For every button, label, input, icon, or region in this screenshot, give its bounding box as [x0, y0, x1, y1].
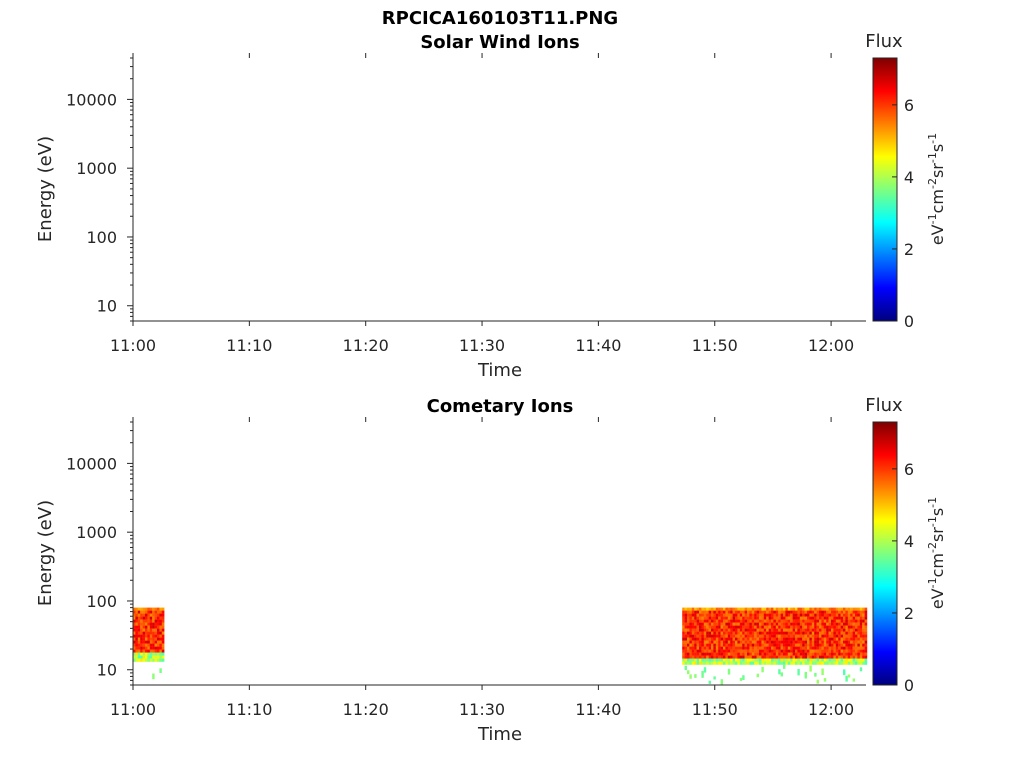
y-axis-ticks: 10 100 1000 10000: [66, 421, 133, 686]
colorbar-tick-label: 6: [904, 96, 914, 115]
colorbar-unit-label: eV-1cm-2sr-1s-1: [926, 497, 947, 609]
x-tick-label: 11:20: [343, 336, 389, 355]
colorbar-title: Flux: [865, 31, 903, 52]
colorbar-tick-label: 4: [904, 168, 914, 187]
colorbar-tick-label: 4: [904, 532, 914, 551]
y-tick-label: 10000: [66, 454, 117, 473]
colorbar-unit-label: eV-1cm-2sr-1s-1: [926, 133, 947, 245]
y-tick-label: 10: [97, 297, 117, 316]
colorbar-tick-label: 2: [904, 240, 914, 259]
y-axis-ticks: 10 100 1000 10000: [66, 57, 133, 322]
x-tick-label: 12:00: [808, 336, 854, 355]
x-tick-label: 11:30: [459, 336, 505, 355]
colorbar-gradient: [872, 421, 898, 686]
x-axis-label: Time: [477, 724, 522, 745]
colorbar-gradient: [872, 57, 898, 322]
x-tick-label: 11:30: [459, 700, 505, 719]
colorbar: Flux 0 2 4 6 eV-1cm-2sr-1s-1: [865, 31, 947, 331]
colorbar-title: Flux: [865, 395, 903, 416]
x-tick-label: 11:40: [575, 700, 621, 719]
x-axis-label: Time: [477, 360, 522, 381]
colorbar: Flux 0 2 4 6 eV-1cm-2sr-1s-1: [865, 395, 947, 695]
colorbar-tick-label: 2: [904, 604, 914, 623]
y-tick-label: 1000: [76, 159, 117, 178]
x-tick-label: 11:10: [226, 336, 272, 355]
x-tick-label: 11:10: [226, 700, 272, 719]
colorbar-ticks: 0 2 4 6: [892, 460, 914, 695]
y-tick-label: 1000: [76, 523, 117, 542]
x-tick-label: 12:00: [808, 700, 854, 719]
x-tick-label: 11:00: [110, 336, 156, 355]
x-tick-label: 11:50: [692, 336, 738, 355]
colorbar-tick-label: 0: [904, 676, 914, 695]
y-tick-label: 10000: [66, 90, 117, 109]
solar-wind-ions-panel: Solar Wind Ions 11:00 11:10 11:20 11:30 11:4…: [35, 31, 947, 381]
y-tick-label: 10: [97, 661, 117, 680]
y-tick-label: 100: [86, 592, 117, 611]
y-tick-label: 100: [86, 228, 117, 247]
x-axis-ticks: 11:00 11:10 11:20 11:30 11:40 11:50 12:00: [110, 417, 854, 719]
x-axis-ticks: 11:00 11:10 11:20 11:30 11:40 11:50 12:00: [110, 53, 854, 355]
x-tick-label: 11:40: [575, 336, 621, 355]
spectrogram-area: [132, 58, 866, 322]
colorbar-ticks: 0 2 4 6: [892, 96, 914, 331]
panel-title: Solar Wind Ions: [420, 32, 579, 53]
x-tick-label: 11:00: [110, 700, 156, 719]
x-tick-label: 11:20: [343, 700, 389, 719]
flux-region: [133, 607, 165, 680]
x-tick-label: 11:50: [692, 700, 738, 719]
colorbar-tick-label: 6: [904, 460, 914, 479]
colorbar-tick-label: 0: [904, 312, 914, 331]
spectrogram-area: [132, 422, 868, 686]
flux-region: [682, 607, 868, 686]
figure-title: RPCICA160103T11.PNG: [382, 8, 618, 29]
cometary-ions-panel: Cometary Ions 11:00 11:10 11:20 11:30 11:40 1…: [35, 395, 947, 745]
y-axis-label: Energy (eV): [35, 136, 56, 242]
y-axis-label: Energy (eV): [35, 500, 56, 606]
panel-title: Cometary Ions: [427, 396, 574, 417]
